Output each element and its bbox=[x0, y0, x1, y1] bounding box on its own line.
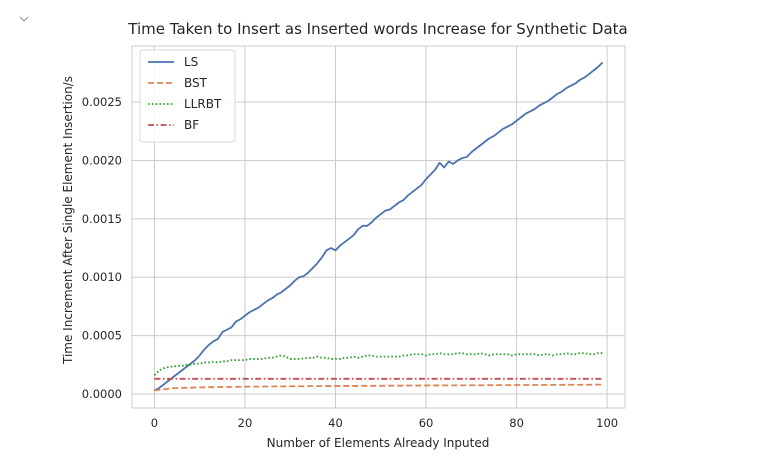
x-tick-label: 100 bbox=[596, 416, 618, 430]
y-axis-title: Time Increment After Single Element Inse… bbox=[61, 76, 75, 365]
legend-label-bst: BST bbox=[184, 76, 208, 90]
legend-label-llrbt: LLRBT bbox=[184, 97, 222, 111]
x-tick-label: 40 bbox=[328, 416, 343, 430]
chevron-down-icon[interactable] bbox=[18, 14, 30, 24]
x-axis-title: Number of Elements Already Inputed bbox=[267, 436, 490, 450]
y-tick-label: 0.0025 bbox=[82, 95, 122, 109]
x-tick-label: 60 bbox=[419, 416, 434, 430]
y-tick-label: 0.0015 bbox=[82, 212, 122, 226]
legend-box bbox=[139, 49, 236, 143]
series-line-ls bbox=[153, 61, 604, 392]
series-line-bst bbox=[154, 383, 603, 392]
y-tick-label: 0.0000 bbox=[82, 387, 122, 401]
chart-title: Time Taken to Insert as Inserted words I… bbox=[127, 20, 627, 38]
legend-label-bf: BF bbox=[184, 118, 199, 132]
y-tick-label: 0.0010 bbox=[82, 270, 122, 284]
x-tick-label: 80 bbox=[509, 416, 524, 430]
y-tick-label: 0.0020 bbox=[82, 153, 122, 167]
x-tick-label: 20 bbox=[238, 416, 253, 430]
y-tick-label: 0.0005 bbox=[82, 329, 122, 343]
x-tick-label: 0 bbox=[151, 416, 158, 430]
legend-label-ls: LS bbox=[184, 55, 198, 69]
legend: LS BST LLRBT BF bbox=[139, 49, 236, 143]
